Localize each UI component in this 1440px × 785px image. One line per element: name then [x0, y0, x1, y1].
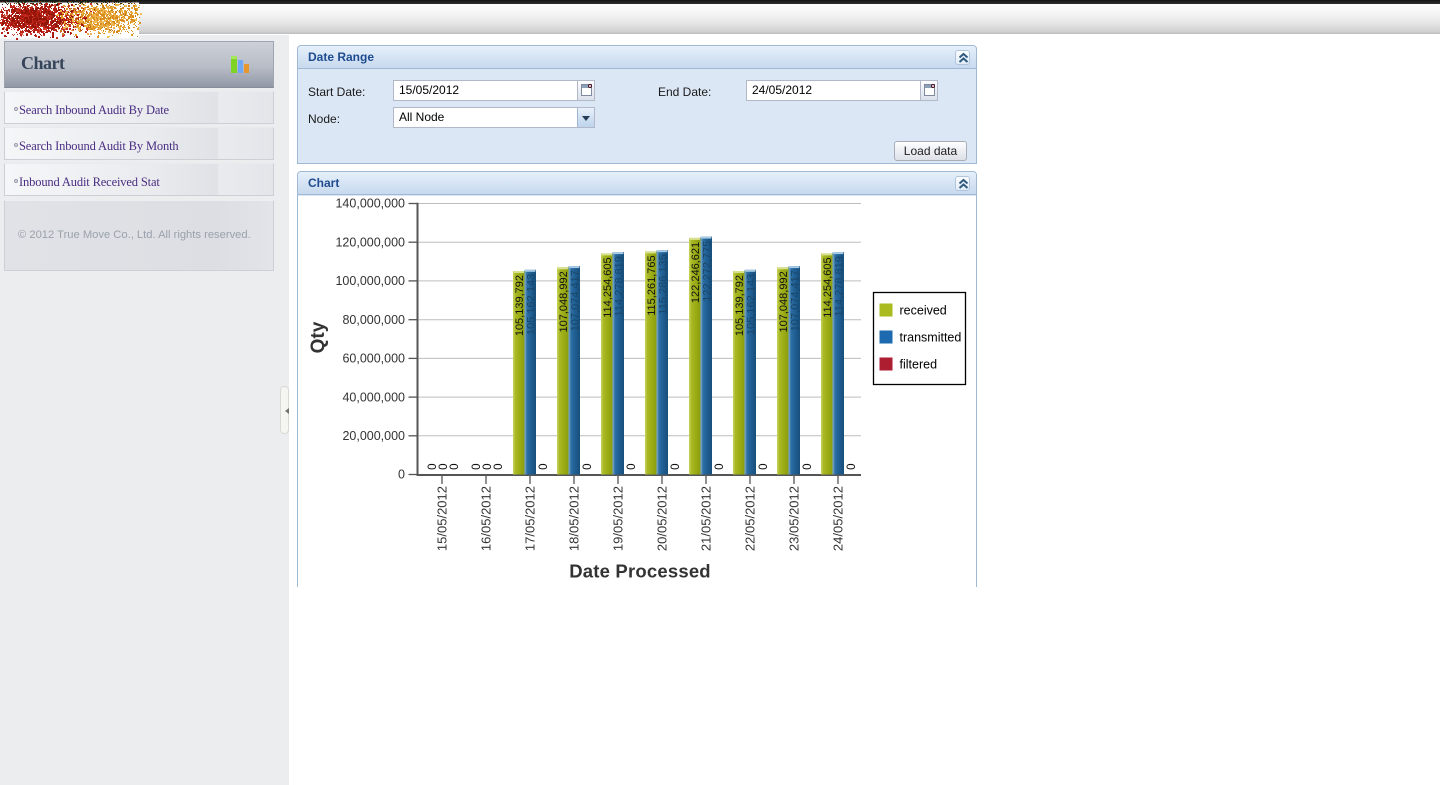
svg-text:140,000,000: 140,000,000	[335, 197, 405, 211]
svg-text:115,261,765: 115,261,765	[646, 255, 658, 315]
svg-text:105,139,792: 105,139,792	[514, 275, 526, 336]
svg-text:0: 0	[398, 468, 405, 482]
svg-text:19/05/2012: 19/05/2012	[611, 486, 626, 551]
svg-text:0: 0	[538, 464, 550, 470]
svg-text:105,162,143: 105,162,143	[525, 274, 537, 335]
svg-text:100,000,000: 100,000,000	[335, 274, 405, 288]
svg-text:0: 0	[438, 464, 450, 470]
svg-text:60,000,000: 60,000,000	[342, 352, 405, 366]
svg-text:0: 0	[714, 464, 726, 470]
svg-text:0: 0	[670, 464, 682, 470]
svg-text:17/05/2012: 17/05/2012	[523, 486, 538, 551]
svg-text:24/05/2012: 24/05/2012	[831, 486, 846, 551]
svg-text:40,000,000: 40,000,000	[342, 390, 405, 404]
svg-text:20,000,000: 20,000,000	[342, 429, 405, 443]
svg-text:received: received	[900, 304, 947, 318]
svg-text:22/05/2012: 22/05/2012	[743, 486, 758, 551]
svg-text:0: 0	[427, 464, 439, 470]
svg-text:0: 0	[449, 464, 461, 470]
svg-text:0: 0	[846, 464, 858, 470]
svg-text:120,000,000: 120,000,000	[335, 235, 405, 249]
svg-text:20/05/2012: 20/05/2012	[655, 486, 670, 551]
svg-text:0: 0	[758, 464, 770, 470]
svg-text:105,139,792: 105,139,792	[734, 275, 746, 336]
svg-text:114,254,605: 114,254,605	[602, 257, 614, 317]
svg-text:Qty: Qty	[308, 321, 329, 353]
svg-text:107,048,992: 107,048,992	[778, 271, 790, 332]
svg-text:15/05/2012: 15/05/2012	[435, 486, 450, 551]
svg-text:0: 0	[493, 464, 505, 470]
svg-text:105,162,143: 105,162,143	[745, 274, 757, 335]
svg-text:23/05/2012: 23/05/2012	[787, 486, 802, 551]
svg-text:transmitted: transmitted	[900, 331, 962, 345]
svg-text:16/05/2012: 16/05/2012	[479, 486, 494, 551]
svg-text:107,074,417: 107,074,417	[789, 270, 801, 331]
svg-text:114,278,819: 114,278,819	[613, 256, 625, 316]
svg-text:Date Processed: Date Processed	[569, 561, 711, 582]
svg-text:0: 0	[582, 464, 594, 470]
svg-text:107,074,417: 107,074,417	[569, 270, 581, 331]
svg-text:0: 0	[482, 464, 494, 470]
svg-text:114,278,819: 114,278,819	[833, 256, 845, 316]
svg-text:107,048,992: 107,048,992	[558, 271, 570, 332]
svg-text:114,254,605: 114,254,605	[822, 257, 834, 317]
svg-text:0: 0	[626, 464, 638, 470]
svg-text:filtered: filtered	[900, 358, 938, 372]
svg-text:115,286,135: 115,286,135	[657, 254, 669, 314]
svg-text:21/05/2012: 21/05/2012	[699, 486, 714, 551]
svg-text:122,272,775: 122,272,775	[701, 241, 713, 302]
svg-text:0: 0	[471, 464, 483, 470]
svg-text:122,246,621: 122,246,621	[690, 242, 702, 303]
svg-text:18/05/2012: 18/05/2012	[567, 486, 582, 551]
svg-text:0: 0	[802, 464, 814, 470]
svg-text:80,000,000: 80,000,000	[342, 313, 405, 327]
